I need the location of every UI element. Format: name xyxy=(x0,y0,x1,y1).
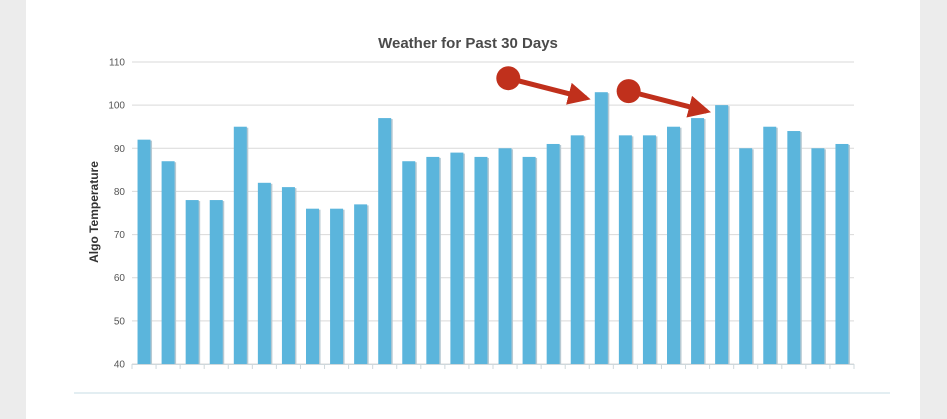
chart-title: Weather for Past 30 Days xyxy=(378,35,558,52)
annotation-dot xyxy=(616,79,641,104)
bar xyxy=(426,156,440,364)
annotation-arrow xyxy=(628,88,711,118)
bar xyxy=(281,187,295,364)
bar xyxy=(715,105,729,365)
bar xyxy=(161,161,175,364)
bar xyxy=(498,148,512,364)
chart-panel: Weather for Past 30 Days 40 50 60 70 80 90 100… xyxy=(26,0,920,419)
y-tick-label: 60 xyxy=(114,273,126,284)
bar xyxy=(233,126,247,364)
bar xyxy=(546,143,560,364)
bar xyxy=(739,148,753,364)
bar xyxy=(618,135,632,364)
bar xyxy=(835,143,849,364)
y-tick-label: 100 xyxy=(108,101,125,112)
bar xyxy=(811,148,825,364)
bar xyxy=(787,131,801,364)
y-tick-label: 50 xyxy=(114,316,126,327)
bar xyxy=(306,208,319,364)
y-tick-label: 110 xyxy=(109,58,125,69)
bar xyxy=(763,126,777,364)
annotations xyxy=(496,66,711,118)
x-axis xyxy=(131,364,855,369)
y-tick-label: 90 xyxy=(114,144,126,155)
bar xyxy=(137,139,151,364)
bar xyxy=(450,152,464,364)
bar xyxy=(691,118,705,364)
bar xyxy=(594,92,608,364)
bar xyxy=(257,182,271,364)
bar xyxy=(402,161,416,364)
y-axis-ticks: 40 50 60 70 80 90 100 110 xyxy=(108,58,125,371)
bar xyxy=(185,200,199,364)
annotation-arrow xyxy=(507,75,591,105)
annotation-dot xyxy=(496,66,521,91)
bar xyxy=(642,135,656,364)
bar-chart: Weather for Past 30 Days 40 50 60 70 80 90 100… xyxy=(74,35,890,394)
gridlines xyxy=(132,61,854,365)
y-axis-label: Algo Temperature xyxy=(87,161,101,263)
y-tick-label: 40 xyxy=(114,360,126,371)
bars xyxy=(137,92,850,365)
bar xyxy=(354,204,368,364)
bar xyxy=(474,156,488,364)
bar xyxy=(570,135,584,364)
bar xyxy=(209,200,223,364)
y-tick-label: 70 xyxy=(114,230,126,241)
bar xyxy=(522,156,536,364)
bar xyxy=(330,208,344,364)
bar xyxy=(378,118,392,364)
y-tick-label: 80 xyxy=(114,187,126,198)
bar xyxy=(667,126,680,364)
